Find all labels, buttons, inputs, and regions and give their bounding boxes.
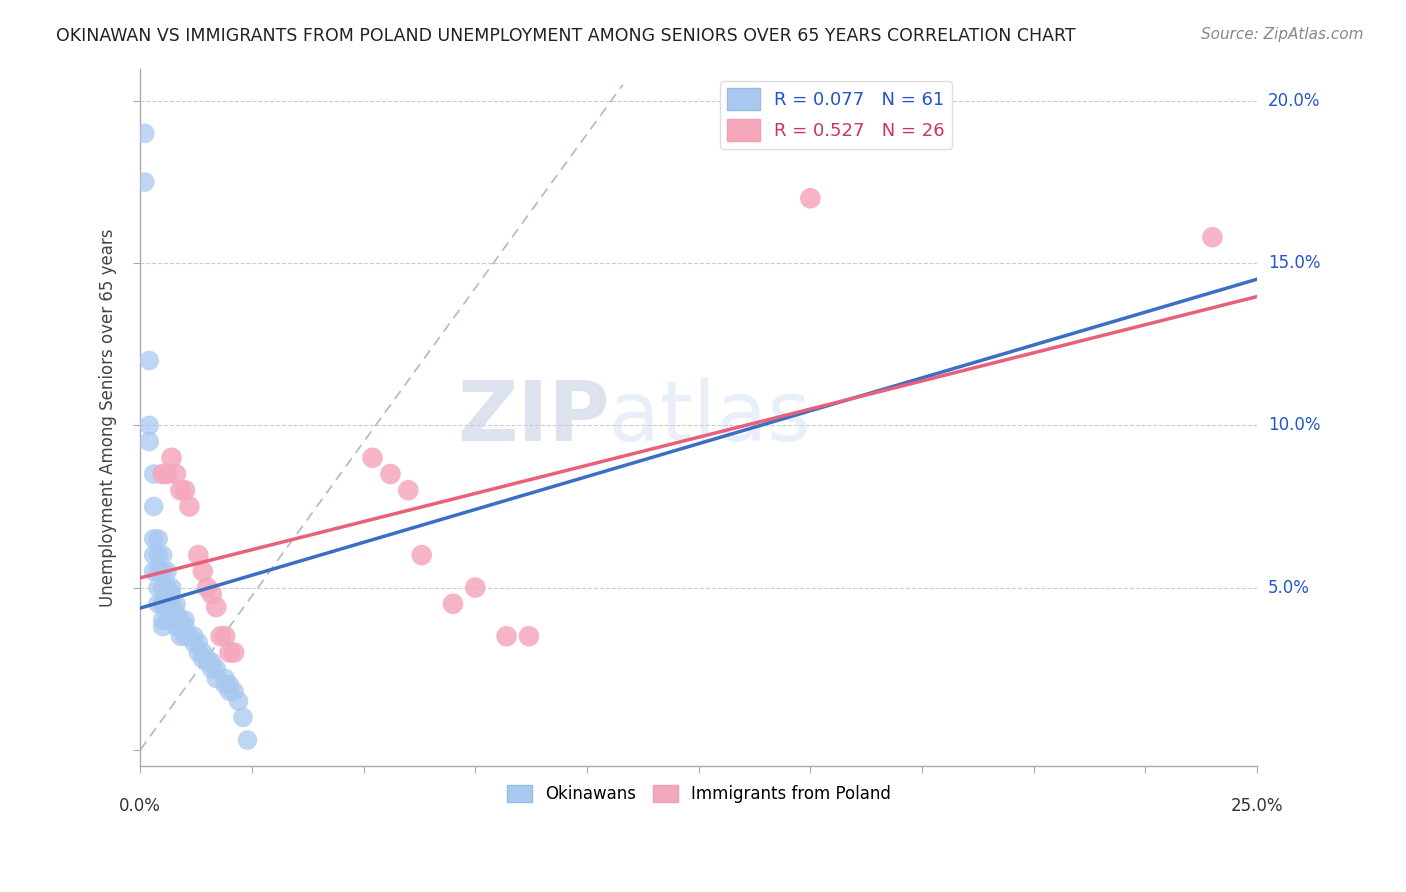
Point — [138, 434, 160, 449]
Point — [156, 613, 179, 627]
Point — [152, 597, 174, 611]
Point — [142, 532, 165, 546]
Text: 25.0%: 25.0% — [1230, 797, 1284, 814]
Point — [134, 127, 156, 141]
Point — [191, 645, 214, 659]
Point — [209, 629, 232, 643]
Point — [165, 597, 187, 611]
Point — [201, 587, 224, 601]
Point — [195, 652, 218, 666]
Text: 0.0%: 0.0% — [120, 797, 162, 814]
Point — [361, 450, 384, 465]
Point — [218, 645, 240, 659]
Text: atlas: atlas — [609, 376, 811, 458]
Point — [152, 619, 174, 633]
Point — [195, 655, 218, 669]
Point — [222, 645, 245, 659]
Point — [195, 581, 218, 595]
Point — [160, 450, 183, 465]
Point — [156, 467, 179, 481]
Point — [495, 629, 517, 643]
Point — [160, 613, 183, 627]
Point — [174, 619, 197, 633]
Point — [232, 710, 254, 724]
Text: OKINAWAN VS IMMIGRANTS FROM POLAND UNEMPLOYMENT AMONG SENIORS OVER 65 YEARS CORR: OKINAWAN VS IMMIGRANTS FROM POLAND UNEMP… — [56, 27, 1076, 45]
Point — [156, 581, 179, 595]
Point — [183, 629, 205, 643]
Point — [142, 548, 165, 562]
Point — [160, 581, 183, 595]
Point — [517, 629, 540, 643]
Point — [187, 548, 209, 562]
Point — [152, 597, 174, 611]
Point — [187, 636, 209, 650]
Point — [799, 191, 821, 205]
Point — [201, 655, 224, 669]
Point — [169, 619, 191, 633]
Point — [236, 733, 259, 747]
Point — [146, 581, 169, 595]
Point — [165, 619, 187, 633]
Point — [146, 548, 169, 562]
Point — [464, 581, 486, 595]
Point — [152, 613, 174, 627]
Point — [169, 629, 191, 643]
Point — [165, 613, 187, 627]
Point — [411, 548, 433, 562]
Point — [191, 565, 214, 579]
Point — [174, 629, 197, 643]
Point — [152, 565, 174, 579]
Point — [214, 672, 236, 686]
Point — [214, 629, 236, 643]
Point — [174, 613, 197, 627]
Text: 15.0%: 15.0% — [1268, 254, 1320, 272]
Text: Source: ZipAtlas.com: Source: ZipAtlas.com — [1201, 27, 1364, 42]
Legend: Okinawans, Immigrants from Poland: Okinawans, Immigrants from Poland — [501, 779, 897, 810]
Text: 20.0%: 20.0% — [1268, 92, 1320, 110]
Text: ZIP: ZIP — [457, 376, 609, 458]
Point — [187, 645, 209, 659]
Point — [152, 581, 174, 595]
Text: 10.0%: 10.0% — [1268, 417, 1320, 434]
Point — [179, 500, 201, 514]
Point — [228, 694, 250, 708]
Point — [142, 565, 165, 579]
Point — [142, 500, 165, 514]
Point — [183, 636, 205, 650]
Point — [156, 597, 179, 611]
Point — [152, 548, 174, 562]
Point — [205, 600, 228, 615]
Point — [146, 532, 169, 546]
Point — [214, 678, 236, 692]
Point — [191, 652, 214, 666]
Point — [201, 662, 224, 676]
Point — [205, 662, 228, 676]
Point — [138, 418, 160, 433]
Y-axis label: Unemployment Among Seniors over 65 years: Unemployment Among Seniors over 65 years — [100, 228, 117, 607]
Point — [174, 483, 197, 498]
Point — [146, 565, 169, 579]
Point — [205, 672, 228, 686]
Point — [160, 587, 183, 601]
Point — [134, 175, 156, 189]
Point — [441, 597, 464, 611]
Point — [152, 467, 174, 481]
Point — [142, 467, 165, 481]
Point — [179, 629, 201, 643]
Point — [165, 607, 187, 621]
Point — [169, 613, 191, 627]
Point — [165, 467, 187, 481]
Text: 5.0%: 5.0% — [1268, 579, 1310, 597]
Point — [380, 467, 402, 481]
Point — [169, 483, 191, 498]
Point — [222, 684, 245, 698]
Point — [1201, 230, 1223, 244]
Point — [218, 684, 240, 698]
Point — [160, 597, 183, 611]
Point — [146, 597, 169, 611]
Point — [396, 483, 419, 498]
Point — [138, 353, 160, 368]
Point — [156, 565, 179, 579]
Point — [218, 678, 240, 692]
